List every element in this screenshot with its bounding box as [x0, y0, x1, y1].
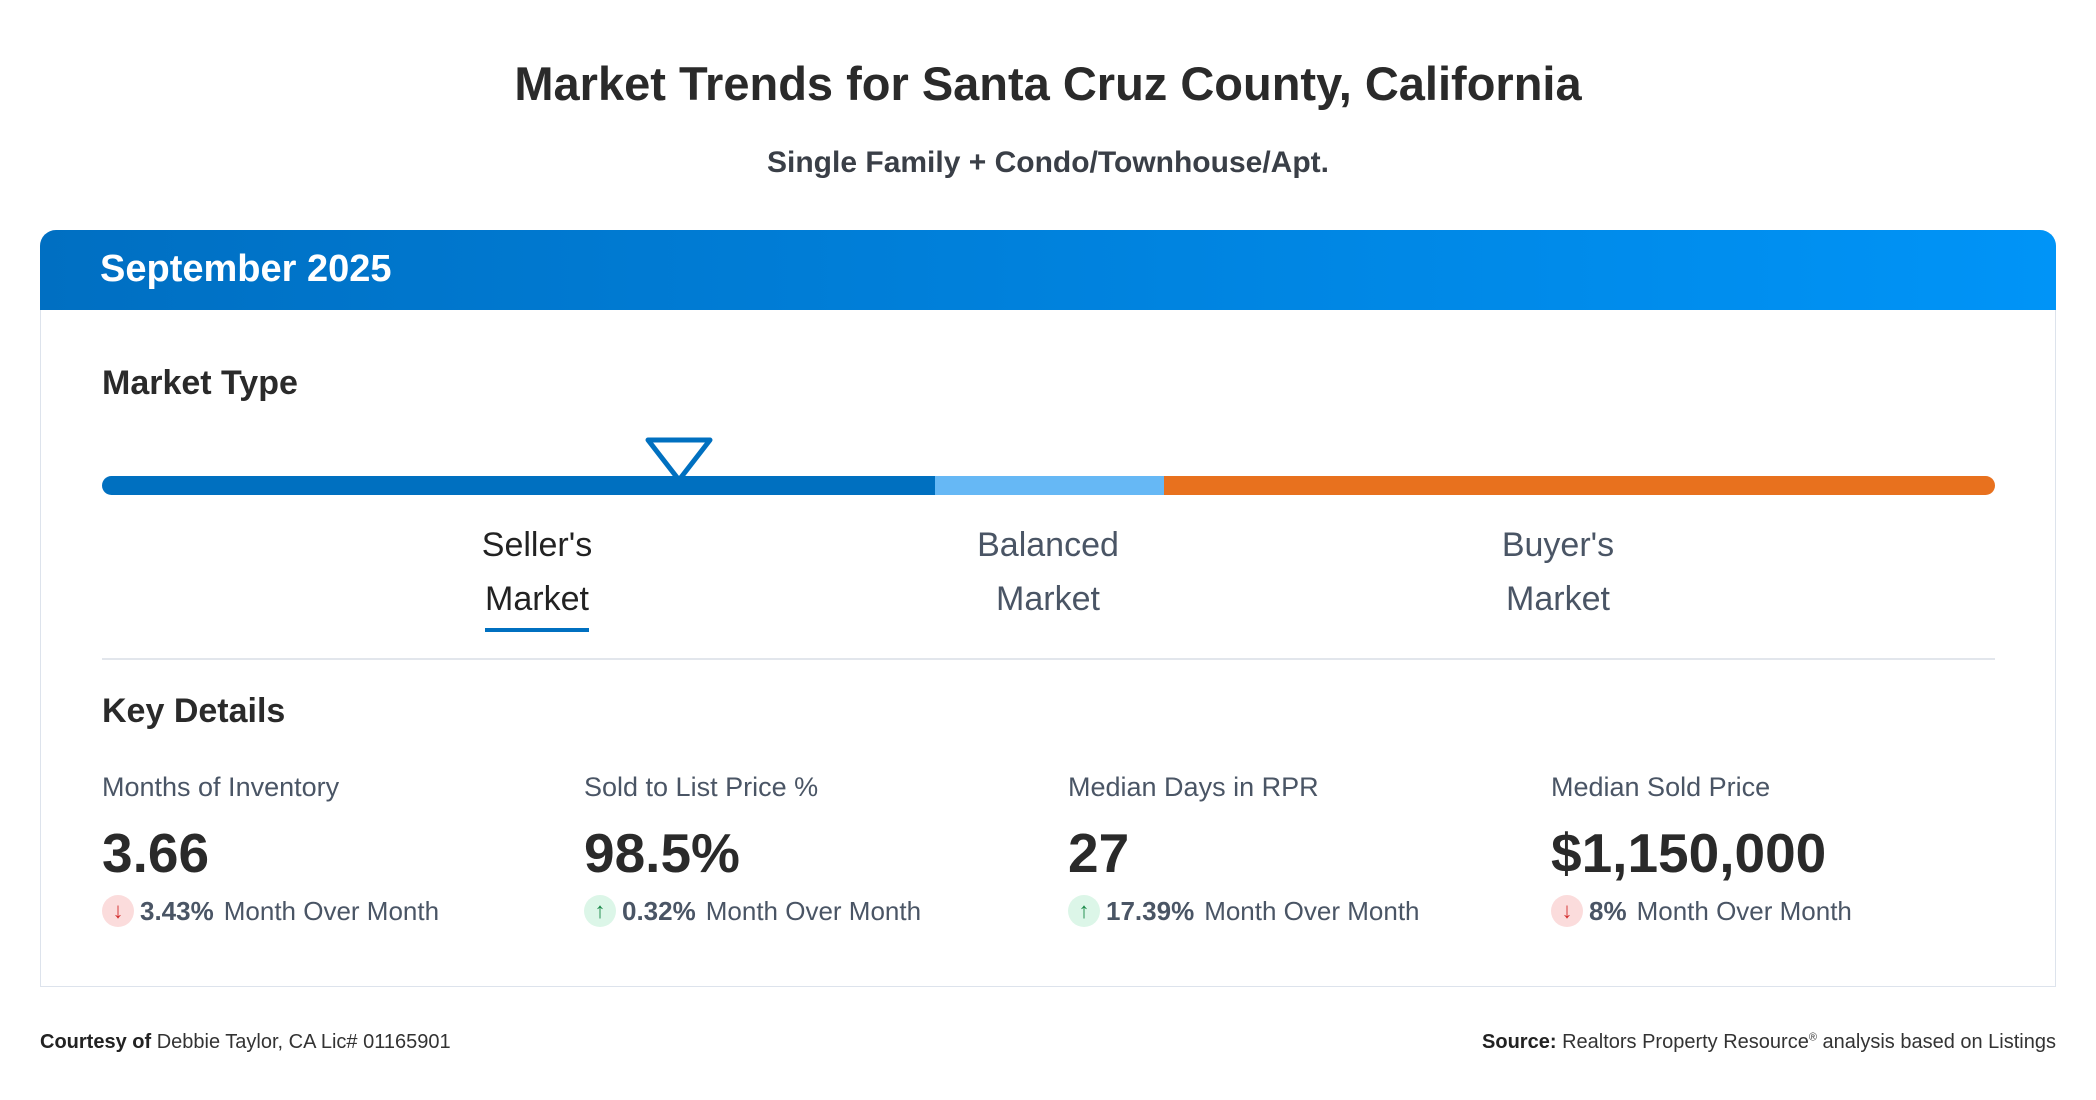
courtesy-text: Courtesy of Debbie Taylor, CA Lic# 01165…	[40, 1031, 451, 1054]
sellers-segment	[102, 476, 935, 495]
source-tail: analysis based on Listings	[1816, 1031, 2057, 1053]
source-label: Source:	[1482, 1031, 1557, 1053]
label-line1: Balanced	[977, 526, 1119, 564]
courtesy-value: Debbie Taylor, CA Lic# 01165901	[156, 1031, 451, 1053]
stat-change: ↑ 0.32% Month Over Month	[584, 895, 1044, 927]
card-header	[40, 230, 2056, 310]
key-details-heading: Key Details	[102, 692, 286, 730]
stat-change: ↓ 3.43% Month Over Month	[102, 895, 562, 927]
source-text: Source: Realtors Property Resource® anal…	[1482, 1031, 2056, 1054]
arrow-up-icon: ↑	[584, 895, 616, 927]
balanced-market-label: Balanced Market	[898, 518, 1198, 626]
market-marker-icon	[645, 437, 713, 483]
stat-label: Median Sold Price	[1551, 772, 1771, 802]
stat-value: 27	[1068, 822, 1130, 884]
stat-value: 98.5%	[584, 822, 740, 884]
stat-change: ↓ 8% Month Over Month	[1551, 895, 2011, 927]
source-value: Realtors Property Resource	[1562, 1031, 1809, 1053]
stat-3: Median Sold Price $1,150,000 ↓ 8% Month …	[1551, 772, 2011, 927]
change-percent: 8%	[1589, 895, 1627, 926]
period-title: September 2025	[100, 248, 392, 290]
arrow-up-icon: ↑	[1068, 895, 1100, 927]
market-card	[40, 230, 2056, 987]
stat-label: Median Days in RPR	[1068, 772, 1319, 802]
page-subtitle: Single Family + Condo/Townhouse/Apt.	[767, 146, 1329, 179]
buyers-market-label: Buyer's Market	[1408, 518, 1708, 626]
change-label: Month Over Month	[1636, 895, 1852, 926]
buyers-segment	[1163, 476, 1995, 495]
section-divider	[102, 658, 1995, 660]
change-percent: 0.32%	[622, 895, 696, 926]
change-label: Month Over Month	[705, 895, 922, 926]
stat-change: ↑ 17.39% Month Over Month	[1068, 895, 1528, 927]
market-type-bar	[102, 476, 1995, 495]
label-line2: Market	[485, 572, 589, 632]
stat-value: $1,150,000	[1551, 822, 1827, 884]
courtesy-label: Courtesy of	[40, 1031, 152, 1053]
label-line1: Buyer's	[1501, 526, 1615, 564]
stat-2: Median Days in RPR 27 ↑ 17.39% Month Ove…	[1068, 772, 1528, 927]
stat-1: Sold to List Price % 98.5% ↑ 0.32% Month…	[584, 772, 1044, 927]
label-line2: Market	[1506, 580, 1610, 618]
arrow-down-icon: ↓	[102, 895, 134, 927]
label-line1: Seller's	[481, 526, 593, 564]
change-percent: 3.43%	[140, 895, 214, 926]
stat-label: Sold to List Price %	[584, 772, 819, 802]
stat-0: Months of Inventory 3.66 ↓ 3.43% Month O…	[102, 772, 562, 927]
change-percent: 17.39%	[1106, 895, 1195, 926]
stat-label: Months of Inventory	[102, 772, 340, 802]
page-title: Market Trends for Santa Cruz County, Cal…	[514, 57, 1582, 110]
stat-value: 3.66	[102, 822, 210, 884]
arrow-down-icon: ↓	[1551, 895, 1583, 927]
registered-mark: ®	[1808, 1031, 1817, 1044]
balanced-segment	[934, 476, 1164, 495]
label-line2: Market	[996, 580, 1100, 618]
change-label: Month Over Month	[1204, 895, 1420, 926]
sellers-market-label: Seller's Market	[387, 518, 687, 632]
market-type-heading: Market Type	[102, 364, 298, 402]
change-label: Month Over Month	[223, 895, 440, 926]
